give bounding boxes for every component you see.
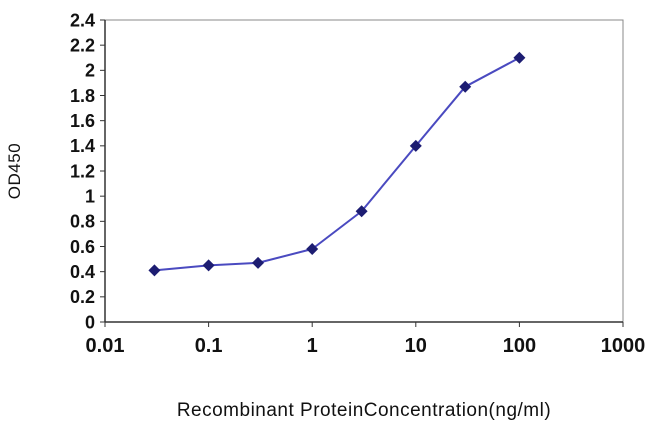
series-line — [154, 56, 520, 272]
y-tick-label: 1.8 — [70, 86, 95, 106]
y-tick-label: 1.4 — [70, 136, 95, 156]
y-tick-label: 2.4 — [70, 10, 95, 30]
y-tick-label: 0 — [85, 312, 95, 332]
data-point-marker — [355, 205, 368, 218]
y-axis-title: OD450 — [5, 143, 24, 199]
y-tick-label: 1 — [85, 186, 95, 206]
x-tick-label: 1000 — [601, 335, 646, 357]
y-tick-label: 1.6 — [70, 111, 95, 131]
x-tick-label: 10 — [405, 335, 427, 357]
x-tick-label: 0.01 — [86, 335, 125, 357]
data-point-marker — [513, 51, 526, 64]
y-tick-label: 0.4 — [70, 262, 95, 282]
data-point-marker — [306, 243, 319, 256]
x-tick-label: 0.1 — [195, 335, 223, 357]
y-tick-label: 1.2 — [70, 161, 95, 181]
x-axis-title: Recombinant ProteinConcentration(ng/ml) — [177, 400, 551, 421]
y-tick-label: 0.8 — [70, 212, 95, 232]
y-tick-label: 0.6 — [70, 237, 95, 257]
data-point-marker — [202, 259, 215, 272]
x-tick-label: 100 — [503, 335, 536, 357]
plot-frame — [104, 19, 624, 323]
x-tick-label: 1 — [307, 335, 318, 357]
data-point-marker — [409, 139, 422, 152]
data-point-marker — [459, 80, 472, 93]
y-tick-label: 2.2 — [70, 35, 95, 55]
data-point-marker — [252, 256, 265, 269]
y-tick-label: 0.2 — [70, 287, 95, 307]
y-tick-label: 2 — [85, 61, 95, 81]
data-point-marker — [148, 264, 161, 277]
